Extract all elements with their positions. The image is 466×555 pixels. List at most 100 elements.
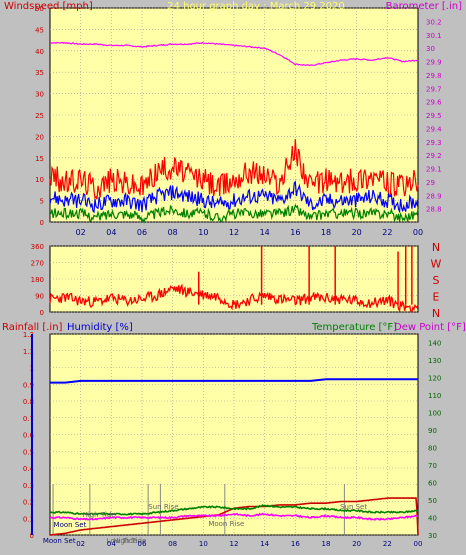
barometer-tick-label: 29.7 bbox=[426, 85, 442, 93]
x-tick-label: 06 bbox=[137, 228, 147, 237]
x-tick-label: 12 bbox=[229, 228, 239, 237]
barometer-tick-label: 29.4 bbox=[426, 125, 442, 133]
barometer-tick-label: 29.8 bbox=[426, 72, 442, 80]
direction-tick-label: 0 bbox=[40, 309, 44, 317]
x-tick-label: 20 bbox=[352, 540, 361, 548]
x-tick-label: 04 bbox=[106, 228, 116, 237]
temperature-tick-label: 40 bbox=[428, 515, 437, 523]
x-tick-label: 22 bbox=[383, 540, 392, 548]
rainfall-tick-label: 0.5 bbox=[23, 448, 34, 456]
barometer-tick-label: 30.2 bbox=[426, 18, 442, 26]
rainfall-tick-label: 0.7 bbox=[23, 415, 34, 423]
avg_wind-line bbox=[49, 203, 419, 224]
barometer-tick-label: 29.5 bbox=[426, 112, 442, 120]
rainfall-tick-label: 0.3 bbox=[23, 482, 34, 490]
rainfall-tick-label: 0.8 bbox=[23, 398, 34, 406]
barometer-tick-label: 29.2 bbox=[426, 152, 442, 160]
event-annotation: Moon Rise bbox=[208, 520, 244, 528]
windspeed-tick-label: 30 bbox=[35, 91, 44, 99]
barometer-tick-label: 29 bbox=[426, 179, 435, 187]
dew_point-line bbox=[49, 512, 419, 521]
event-annotation: Moon Set bbox=[54, 521, 87, 529]
x-tick-label: 22 bbox=[382, 228, 392, 237]
event-annotation: Moon Set bbox=[43, 537, 76, 545]
barometer-tick-label: 28.8 bbox=[426, 206, 442, 214]
temperature-tick-label: 80 bbox=[428, 445, 437, 453]
barometer-tick-label: 30 bbox=[426, 45, 435, 53]
temperature-axis-label: Temperature [°F] bbox=[311, 322, 397, 333]
barometer-tick-label: 29.6 bbox=[426, 99, 442, 107]
x-tick-label: 10 bbox=[199, 540, 208, 548]
x-tick-label: 08 bbox=[168, 228, 178, 237]
temperature-tick-label: 30 bbox=[428, 532, 437, 540]
barometer-tick-label: 29.3 bbox=[426, 139, 442, 147]
barometer-tick-label: 30.1 bbox=[426, 32, 442, 40]
chart-title: 24 hour graph day : March 29 2020 bbox=[167, 1, 345, 12]
windspeed-tick-label: 20 bbox=[35, 133, 44, 141]
rainfall-tick-label: 0.1 bbox=[23, 515, 34, 523]
direction-tick-label: 90 bbox=[35, 293, 44, 301]
humidity-axis-label: Humidity [%] bbox=[67, 322, 133, 333]
rainfall-tick-label: 0.9 bbox=[23, 381, 34, 389]
barometer-line bbox=[49, 41, 419, 67]
x-tick-label: 18 bbox=[322, 540, 331, 548]
x-tick-label: 14 bbox=[260, 228, 270, 237]
x-tick-label: 14 bbox=[260, 540, 269, 548]
windspeed-tick-label: 25 bbox=[35, 112, 44, 120]
barometer-tick-label: 29.9 bbox=[426, 59, 442, 67]
barometer-tick-label: 28.9 bbox=[426, 192, 442, 200]
temperature-tick-label: 110 bbox=[428, 392, 441, 400]
rainfall-tick-label: 0.6 bbox=[23, 432, 35, 440]
temperature-tick-label: 140 bbox=[428, 340, 441, 348]
barometer-tick-label: 29.1 bbox=[426, 166, 442, 174]
gust-line bbox=[49, 139, 419, 200]
windspeed-tick-label: 0 bbox=[40, 219, 44, 227]
event-annotation: Sun Set bbox=[340, 503, 367, 511]
x-tick-label: 16 bbox=[291, 540, 300, 548]
wind_speed-line bbox=[49, 180, 419, 214]
direction-tick-label: 180 bbox=[31, 276, 44, 284]
x-tick-label: 18 bbox=[321, 228, 331, 237]
compass-label: W bbox=[431, 258, 442, 271]
temperature-line bbox=[49, 503, 419, 516]
rainfall-tick-label: 0.2 bbox=[23, 499, 34, 507]
windspeed-tick-label: 50 bbox=[35, 5, 44, 13]
direction-tick-label: 360 bbox=[31, 243, 44, 251]
temperature-tick-label: 130 bbox=[428, 357, 441, 365]
rainfall-tick-label: 0.4 bbox=[23, 465, 35, 473]
event-annotation: Sun Rise bbox=[148, 503, 178, 511]
x-tick-label: 02 bbox=[76, 228, 86, 237]
dewpoint-axis-label: Dew Point [°F] bbox=[394, 322, 466, 333]
temperature-tick-label: 90 bbox=[428, 427, 437, 435]
windspeed-tick-label: 15 bbox=[35, 155, 44, 163]
windspeed-tick-label: 5 bbox=[40, 198, 44, 206]
wind_direction-line bbox=[49, 283, 419, 314]
x-tick-label: 02 bbox=[76, 540, 85, 548]
compass-label: S bbox=[433, 274, 440, 287]
rainfall-tick-label: 0 bbox=[30, 532, 34, 540]
compass-label: E bbox=[433, 291, 440, 304]
barometer-axis-label: Barometer [.in] bbox=[386, 1, 462, 12]
x-tick-label: 06 bbox=[138, 540, 147, 548]
x-tick-label: 20 bbox=[352, 228, 362, 237]
rainfall-tick-label: 1.1 bbox=[23, 348, 34, 356]
direction-tick-label: 270 bbox=[31, 260, 44, 268]
x-tick-label: 00 bbox=[414, 540, 423, 548]
humidity-line bbox=[50, 378, 418, 384]
temperature-tick-label: 60 bbox=[428, 480, 437, 488]
temperature-tick-label: 70 bbox=[428, 462, 437, 470]
temperature-tick-label: 100 bbox=[428, 410, 441, 418]
x-tick-label: 16 bbox=[290, 228, 300, 237]
x-tick-label: 00 bbox=[413, 228, 423, 237]
x-tick-label: 08 bbox=[168, 540, 177, 548]
windspeed-tick-label: 45 bbox=[35, 26, 44, 34]
temperature-tick-label: 120 bbox=[428, 375, 441, 383]
x-tick-label: 12 bbox=[230, 540, 239, 548]
event-annotation: Low Tide bbox=[107, 537, 138, 545]
x-tick-label: 10 bbox=[198, 228, 208, 237]
rainfall-axis-label: Rainfall [.in] bbox=[2, 322, 63, 333]
temperature-tick-label: 50 bbox=[428, 497, 437, 505]
rainfall-tick-label: 1.2 bbox=[23, 331, 34, 339]
windspeed-axis-label: Windspeed [mph] bbox=[4, 1, 93, 12]
